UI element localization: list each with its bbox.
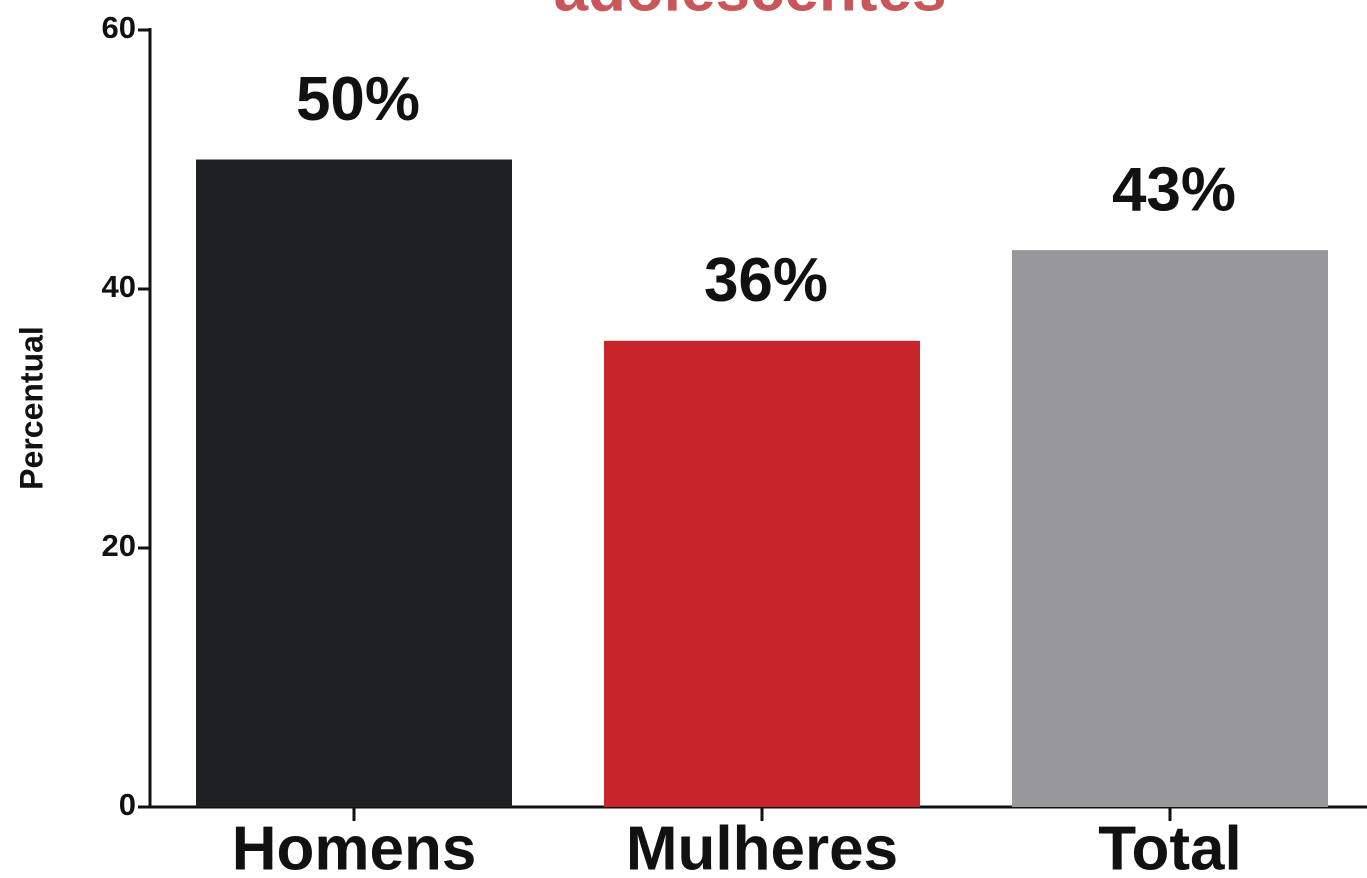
y-axis-label: Percentual [13,326,49,490]
y-tick-label: 0 [119,787,136,822]
x-tick-label: Mulheres [626,814,898,878]
bar [604,340,920,807]
value-label: 50% [296,65,420,134]
bar [1012,250,1328,807]
value-label: 43% [1112,156,1236,225]
bar [196,159,512,807]
x-tick-label: Homens [232,814,477,878]
y-tick-label: 60 [102,10,136,45]
value-label: 36% [704,246,828,315]
x-tick-label: Total [1098,814,1242,878]
y-tick-label: 40 [102,269,136,304]
y-tick-label: 20 [102,528,136,563]
chart-title: adolescentes [554,0,947,24]
